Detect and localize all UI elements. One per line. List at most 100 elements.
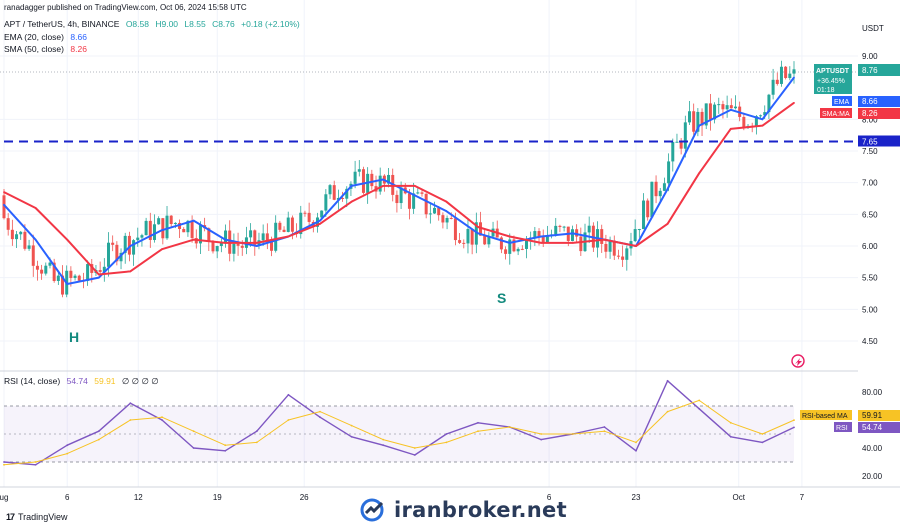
candle-body <box>341 197 345 199</box>
candle-body <box>86 264 90 281</box>
rsi-tick-label: 80.00 <box>862 388 883 397</box>
sma-line-point <box>666 222 669 225</box>
candle-body <box>412 193 416 209</box>
candle-body <box>232 243 236 254</box>
candle-body <box>123 235 127 253</box>
candle-body <box>44 265 48 274</box>
time-tick-label: 23 <box>632 493 641 502</box>
tradingview-mark-icon: 17 <box>6 512 15 522</box>
rsi-ma-line-point <box>287 419 290 421</box>
candle-body <box>587 225 591 233</box>
candle-body <box>479 222 483 236</box>
candle-body <box>524 239 528 249</box>
last-price-change: +36.45% <box>817 78 845 85</box>
sma-line-point <box>445 200 448 203</box>
candle-body <box>474 222 478 245</box>
head-annotation: H <box>69 329 79 345</box>
sma-legend-value: 8.26 <box>70 44 87 54</box>
candle-body <box>545 235 549 243</box>
time-tick-label: Oct <box>732 493 745 502</box>
sma-legend[interactable]: SMA (50, close) 8.26 <box>4 44 91 54</box>
candle-body <box>767 94 771 113</box>
candle-body <box>332 185 336 200</box>
candle-body <box>345 188 349 199</box>
shoulder-annotation: S <box>497 290 506 306</box>
price-tick-label: 4.50 <box>862 337 878 346</box>
candle-body <box>106 242 110 267</box>
rsi-ma-line-point <box>793 419 795 422</box>
rsi-axis: 80.00 40.00 20.00 <box>862 388 883 481</box>
rsi-line-point <box>540 438 543 441</box>
candle-body <box>554 225 558 235</box>
candle-body <box>788 73 792 79</box>
rsi-line-point <box>350 435 353 438</box>
candle-body <box>562 226 566 228</box>
candle-body <box>662 183 666 191</box>
candle-body <box>721 104 725 110</box>
rsi-tag: RSI <box>836 425 848 432</box>
candle-body <box>453 218 457 241</box>
ema-line-point <box>319 219 321 222</box>
sma-line-point <box>3 191 5 194</box>
candle-body <box>520 248 524 250</box>
candle-body <box>35 265 39 270</box>
sma-line-point <box>192 238 195 241</box>
candle-body <box>658 190 662 197</box>
rsi-ma-line-point <box>698 399 701 402</box>
ohlc-high: H9.00 <box>155 19 179 29</box>
candle-body <box>512 239 516 252</box>
ema-legend[interactable]: EMA (20, close) 8.66 <box>4 32 91 42</box>
candle-body <box>625 248 629 260</box>
candle-body <box>249 230 253 238</box>
ema-legend-label: EMA (20, close) <box>4 32 64 42</box>
candle-body <box>387 174 391 184</box>
rsi-value-tag: 54.74 <box>862 423 883 432</box>
candle-body <box>240 245 244 248</box>
candle-body <box>132 240 136 255</box>
candle-body <box>357 169 361 172</box>
rsi-line-point <box>445 433 448 435</box>
ema-line-point <box>3 203 5 206</box>
candle-body <box>224 230 228 243</box>
candle-body <box>420 192 424 194</box>
ema-line[interactable] <box>3 76 795 285</box>
sma-line[interactable] <box>3 102 795 276</box>
price-tick-label: 8.00 <box>862 115 878 124</box>
rsi-line-point <box>97 430 100 433</box>
rsi-line[interactable] <box>3 380 795 466</box>
candle-body <box>458 240 462 243</box>
rsi-line-point <box>635 449 637 452</box>
sma-line-point <box>287 235 290 238</box>
candle-body <box>215 246 219 252</box>
price-tick-label: 6.50 <box>862 210 878 219</box>
symbol-legend[interactable]: APT / TetherUS, 4h, BINANCE O8.58 H9.00 … <box>4 19 304 29</box>
rsi-line-point <box>666 379 669 382</box>
tradingview-logo[interactable]: 17 TradingView <box>6 512 68 522</box>
candle-body <box>688 111 692 123</box>
candle-body <box>462 242 466 244</box>
ema-line-point <box>698 124 701 127</box>
rsi-ma-line-point <box>603 430 606 433</box>
candle-body <box>127 235 131 255</box>
candle-body <box>336 197 340 200</box>
candle-body <box>537 231 541 237</box>
rsi-ma-line[interactable] <box>3 399 795 466</box>
time-tick-label: 19 <box>213 493 222 502</box>
rsi-line-point <box>382 444 385 447</box>
ema-line-point <box>540 235 543 238</box>
candle-body <box>437 207 441 216</box>
alert-icon[interactable] <box>791 354 805 368</box>
candle-body <box>140 235 144 238</box>
ema-line-point <box>477 232 479 235</box>
candle-body <box>48 262 52 266</box>
candle-body <box>671 142 675 162</box>
candle-body <box>704 103 708 126</box>
rsi-tick-label: 20.00 <box>862 472 883 481</box>
candle-body <box>265 233 269 241</box>
rsi-legend[interactable]: RSI (14, close) 54.74 59.91 ∅ ∅ ∅ ∅ <box>4 376 163 387</box>
candle-body <box>679 141 683 149</box>
sma-value-tag: 8.26 <box>862 109 878 118</box>
ohlc-change: +0.18 (+2.10%) <box>241 19 300 29</box>
rsi-line-point <box>129 402 132 405</box>
rsi-ma-line-point <box>97 438 100 441</box>
